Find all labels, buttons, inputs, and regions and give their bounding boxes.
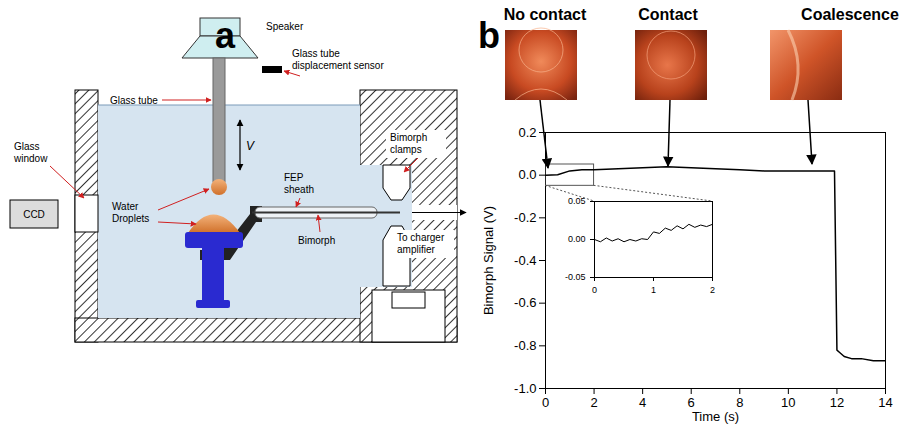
svg-text:-1.0: -1.0	[514, 381, 536, 396]
svg-text:No contact: No contact	[504, 6, 587, 23]
svg-text:0.2: 0.2	[518, 125, 536, 140]
svg-text:Speaker: Speaker	[266, 21, 304, 32]
svg-text:displacement sensor: displacement sensor	[292, 60, 384, 71]
svg-text:CCD: CCD	[23, 209, 45, 220]
svg-text:2: 2	[590, 395, 597, 410]
svg-text:Glass: Glass	[14, 141, 40, 152]
svg-text:Time (s): Time (s)	[692, 409, 739, 424]
svg-text:To charger: To charger	[397, 232, 445, 243]
svg-text:0: 0	[592, 285, 597, 295]
svg-text:Coalescence: Coalescence	[801, 6, 899, 23]
svg-text:Bimorph: Bimorph	[390, 132, 427, 143]
svg-text:Bimorph: Bimorph	[298, 235, 335, 246]
svg-text:FEP: FEP	[284, 172, 304, 183]
svg-text:Water: Water	[112, 201, 139, 212]
svg-text:10: 10	[781, 395, 795, 410]
svg-text:Glass tube: Glass tube	[292, 48, 340, 59]
svg-text:-0.8: -0.8	[514, 338, 536, 353]
svg-text:0.00: 0.00	[568, 234, 586, 244]
svg-text:-0.2: -0.2	[514, 210, 536, 225]
svg-text:Contact: Contact	[638, 6, 698, 23]
svg-text:4: 4	[639, 395, 646, 410]
svg-text:0.05: 0.05	[568, 196, 586, 206]
svg-text:8: 8	[736, 395, 743, 410]
svg-text:-0.05: -0.05	[565, 272, 586, 282]
svg-text:-0.6: -0.6	[514, 295, 536, 310]
svg-text:14: 14	[878, 395, 892, 410]
svg-text:6: 6	[688, 395, 695, 410]
svg-text:b: b	[478, 15, 500, 56]
svg-text:clamps: clamps	[390, 144, 422, 155]
svg-text:a: a	[215, 15, 236, 56]
svg-text:-0.4: -0.4	[514, 253, 536, 268]
svg-text:2: 2	[710, 285, 715, 295]
svg-text:V: V	[246, 139, 255, 153]
svg-text:0: 0	[542, 395, 549, 410]
svg-text:Glass tube: Glass tube	[110, 95, 158, 106]
svg-text:Bimorph Signal (V): Bimorph Signal (V)	[481, 206, 496, 315]
svg-text:12: 12	[830, 395, 844, 410]
svg-text:sheath: sheath	[284, 184, 314, 195]
svg-text:Droplets: Droplets	[112, 213, 149, 224]
svg-text:1: 1	[651, 285, 656, 295]
svg-text:window: window	[13, 153, 48, 164]
svg-text:0.0: 0.0	[518, 167, 536, 182]
svg-text:amplifier: amplifier	[397, 244, 435, 255]
